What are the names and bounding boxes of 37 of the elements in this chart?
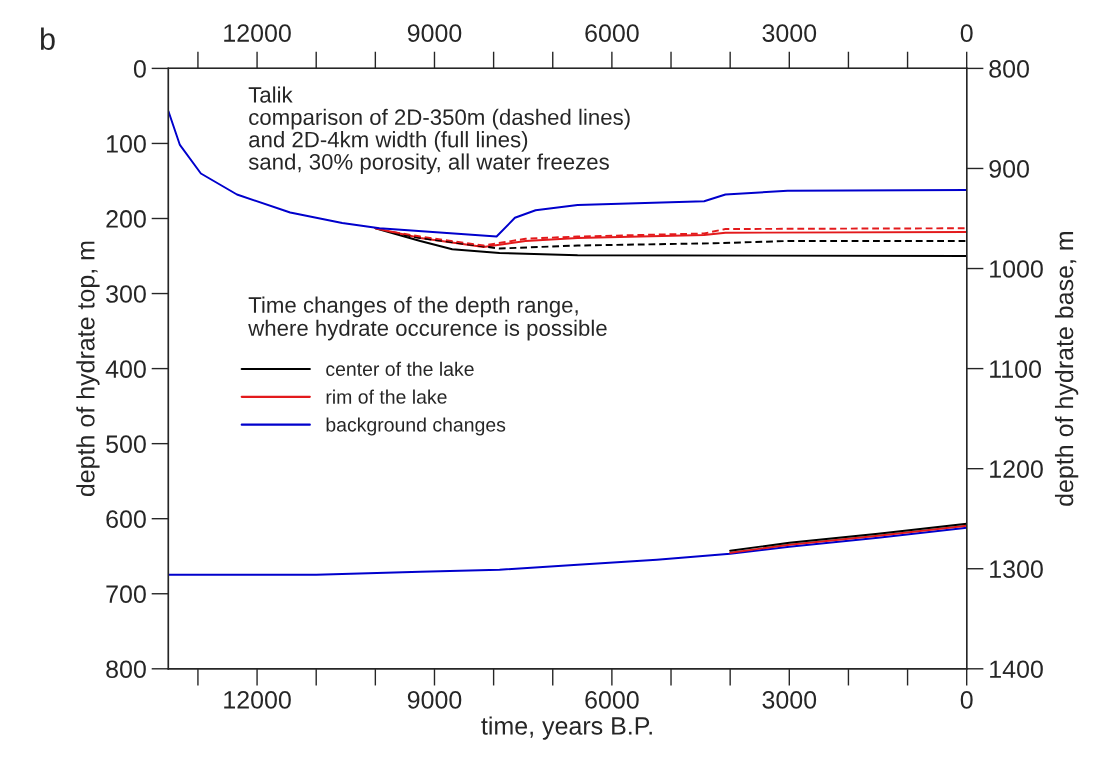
y2-tick-label: 900 xyxy=(989,160,1029,178)
x2-tick-label: 6000 xyxy=(585,690,639,709)
y-tick-label: 700 xyxy=(106,585,146,604)
x-tick-label: 6000 xyxy=(585,24,639,42)
legend-label: rim of the lake xyxy=(326,389,447,404)
x-axis-title: time, years B.P. xyxy=(481,716,652,740)
y-axis-title: depth of hydrate top, m xyxy=(76,241,100,497)
x2-tick-label: 9000 xyxy=(407,690,462,709)
line-series xyxy=(168,526,967,576)
y2-tick-label: 1200 xyxy=(990,460,1043,478)
y-tick-label: 500 xyxy=(106,435,146,453)
annotation: Talik comparison of 2D-350m (dashed lines) and 2D-4km width (full lines) sand, 30% porosity, all water freezes xyxy=(248,86,630,175)
y-tick-label: 400 xyxy=(105,360,146,378)
y2-tick-label: 1100 xyxy=(990,360,1042,378)
x2-tick-label: 3000 xyxy=(762,690,817,709)
x-tick-label: 9000 xyxy=(407,24,462,42)
annotation: Time changes of the depth range, where hydrate occurence is possible xyxy=(248,296,607,341)
line-series xyxy=(168,110,967,238)
text: b xyxy=(41,27,55,50)
y-tick-label: 300 xyxy=(106,285,146,303)
y-tick-label: 800 xyxy=(106,660,146,679)
y2-axis-title: depth of hydrate base, m xyxy=(1054,231,1079,506)
y-tick-label: 0 xyxy=(133,60,146,78)
y-tick-label: 600 xyxy=(106,510,146,528)
x2-tick-label: 12000 xyxy=(224,690,291,709)
x-tick-label: 0 xyxy=(960,24,973,42)
y-tick-label: 200 xyxy=(106,210,146,228)
y-tick-label: 100 xyxy=(107,135,146,153)
legend-label: background changes xyxy=(326,417,506,436)
y2-tick-label: 1400 xyxy=(990,660,1043,679)
y2-tick-label: 1300 xyxy=(990,560,1043,579)
x2-tick-label: 0 xyxy=(960,690,973,709)
legend-label: center of the lake xyxy=(326,361,474,376)
x-tick-label: 12000 xyxy=(224,24,291,42)
x-tick-label: 3000 xyxy=(762,24,817,42)
y2-tick-label: 1000 xyxy=(990,260,1043,278)
y2-tick-label: 800 xyxy=(989,60,1029,78)
